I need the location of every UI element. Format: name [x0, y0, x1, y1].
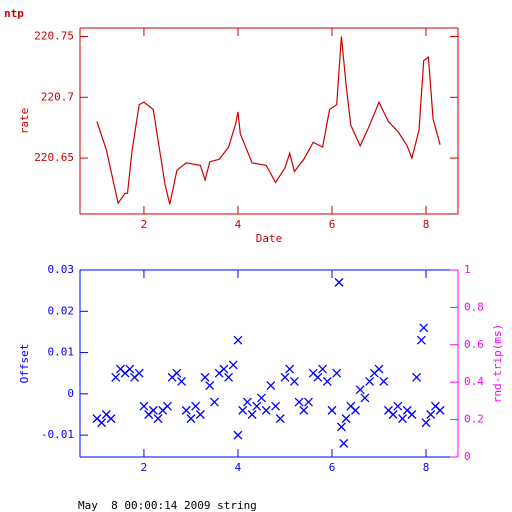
y2-tick-label: 1 — [464, 263, 471, 276]
data-point — [379, 376, 389, 386]
y-tick-label: 220.7 — [41, 90, 74, 103]
x-tick-label: 8 — [423, 218, 430, 231]
y-tick-label: -0.01 — [41, 428, 74, 441]
x-tick-label: 6 — [329, 218, 336, 231]
data-point — [134, 368, 144, 378]
data-point — [435, 405, 445, 415]
data-point — [186, 414, 196, 424]
data-point — [294, 397, 304, 407]
data-point — [304, 397, 313, 407]
data-point — [360, 393, 370, 403]
data-point — [327, 405, 337, 415]
data-point — [280, 372, 290, 382]
data-point — [224, 372, 234, 382]
data-point — [261, 405, 271, 415]
y-tick-label: 0.01 — [48, 346, 75, 359]
data-point — [412, 372, 422, 382]
data-point — [407, 410, 417, 419]
data-point — [365, 376, 375, 386]
data-point — [106, 414, 116, 424]
data-point — [318, 364, 328, 374]
y-tick-label: 220.65 — [34, 151, 74, 164]
y-tick-label: 0 — [67, 387, 74, 400]
data-point — [419, 323, 429, 333]
data-point — [351, 405, 360, 415]
y2-tick-label: 0.8 — [464, 300, 484, 313]
data-point — [233, 430, 243, 440]
data-point — [210, 397, 219, 407]
y-tick-label: 220.75 — [34, 30, 74, 43]
data-point — [275, 414, 285, 424]
data-point — [322, 376, 332, 386]
data-point — [313, 372, 323, 382]
data-point — [421, 418, 431, 428]
data-point — [334, 277, 344, 287]
y-axis-label: Offset — [18, 344, 31, 384]
data-point — [257, 393, 266, 403]
data-point — [191, 401, 201, 411]
x-tick-label: 2 — [141, 461, 148, 474]
data-point — [125, 364, 135, 374]
x-tick-label: 4 — [235, 218, 242, 231]
data-point — [205, 381, 215, 391]
footer: May 8 00:00:14 2009 string — [78, 499, 257, 512]
y2-tick-label: 0.6 — [464, 338, 484, 351]
data-point — [252, 401, 262, 411]
data-point — [177, 376, 187, 386]
y-tick-label: 0.02 — [48, 304, 75, 317]
data-point — [238, 405, 248, 415]
data-point — [162, 401, 172, 411]
data-point — [195, 410, 205, 419]
data-point — [336, 422, 346, 432]
data-point — [339, 438, 349, 448]
y2-tick-label: 0.2 — [464, 413, 484, 426]
x-axis-label: Date — [256, 232, 283, 245]
data-point — [393, 401, 403, 411]
data-point — [219, 364, 229, 374]
data-point — [388, 410, 398, 419]
y-tick-label: 0.03 — [48, 263, 75, 276]
data-point — [111, 372, 121, 382]
data-point — [355, 385, 365, 395]
data-point — [139, 401, 149, 411]
data-point — [289, 376, 299, 386]
data-point — [341, 414, 351, 424]
data-point — [398, 414, 407, 424]
x-tick-label: 6 — [329, 461, 336, 474]
data-point — [97, 418, 107, 428]
data-point — [332, 368, 342, 378]
data-point — [247, 410, 257, 419]
y-axis-label: rate — [18, 108, 31, 135]
data-point — [299, 405, 309, 415]
data-point — [148, 405, 158, 415]
y2-axis-label: rnd-trip(ms) — [491, 324, 504, 403]
data-point — [416, 335, 426, 345]
chart-title: ntp — [4, 7, 24, 20]
data-point — [181, 405, 191, 415]
data-point — [200, 372, 210, 382]
y2-tick-label: 0.4 — [464, 375, 484, 388]
data-point — [426, 410, 436, 419]
data-line — [96, 36, 441, 205]
x-tick-label: 4 — [235, 461, 242, 474]
data-point — [285, 364, 295, 374]
data-point — [266, 381, 276, 391]
y2-tick-label: 0 — [464, 450, 471, 463]
data-point — [233, 335, 243, 345]
data-point — [374, 364, 384, 374]
x-tick-label: 2 — [141, 218, 148, 231]
x-tick-label: 8 — [423, 461, 430, 474]
data-point — [153, 414, 163, 424]
data-point — [172, 368, 182, 378]
data-point — [271, 401, 281, 411]
data-point — [228, 360, 238, 370]
data-point — [242, 397, 252, 407]
